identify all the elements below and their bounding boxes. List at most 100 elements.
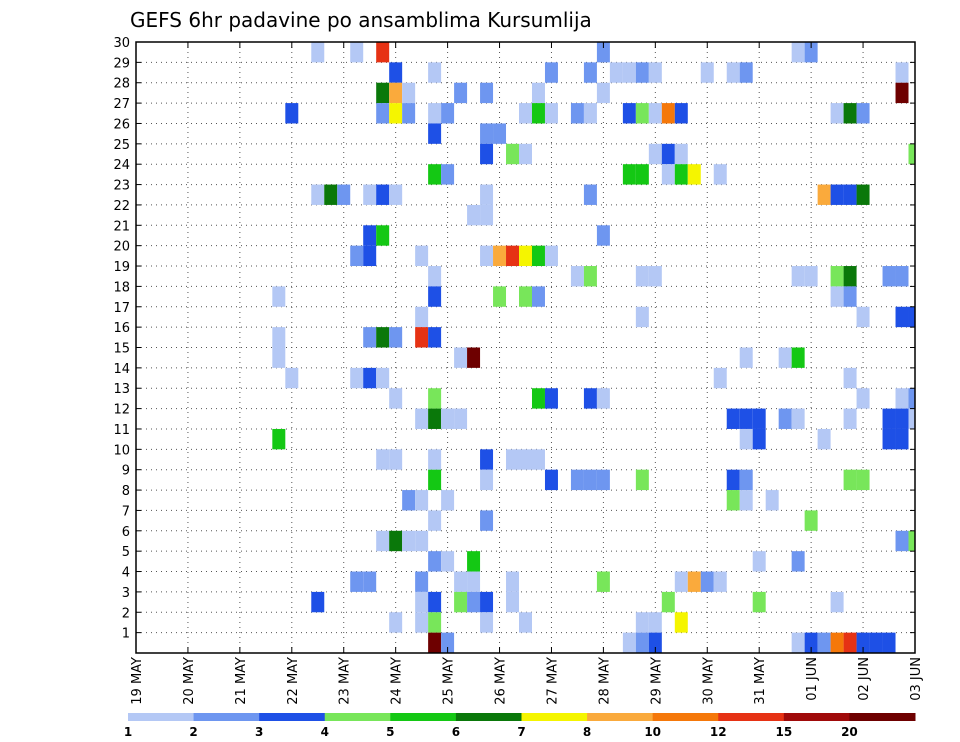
legend-label: 6 bbox=[452, 725, 460, 739]
y-tick-label: 1 bbox=[122, 627, 130, 642]
heat-cell bbox=[583, 62, 597, 83]
legend-swatch bbox=[783, 713, 850, 721]
heat-cell bbox=[596, 388, 610, 409]
heat-cell bbox=[428, 510, 442, 531]
x-tick-label: 28 MAY bbox=[597, 657, 612, 705]
heat-cell bbox=[480, 204, 494, 226]
y-tick-label: 24 bbox=[113, 158, 130, 173]
heat-cell bbox=[895, 82, 909, 104]
legend-swatch bbox=[193, 713, 260, 721]
heat-cell bbox=[402, 490, 416, 511]
heat-cell bbox=[376, 449, 390, 470]
y-tick-label: 25 bbox=[113, 138, 130, 153]
heat-cell bbox=[726, 62, 740, 83]
heat-cell bbox=[454, 347, 468, 368]
x-tick-label: 26 MAY bbox=[494, 657, 509, 705]
heat-cell bbox=[791, 551, 805, 572]
heat-cell bbox=[506, 143, 520, 165]
heat-cell bbox=[285, 103, 299, 124]
y-tick-label: 11 bbox=[113, 423, 130, 438]
heat-cell bbox=[506, 245, 520, 267]
heat-cell bbox=[389, 530, 403, 552]
heat-cell bbox=[570, 103, 584, 124]
heat-cell bbox=[843, 286, 857, 307]
heat-cell bbox=[635, 306, 649, 328]
heat-cell bbox=[428, 103, 442, 124]
x-tick-label: 21 MAY bbox=[234, 657, 249, 705]
legend-label: 3 bbox=[255, 725, 263, 739]
heat-cell bbox=[441, 408, 455, 429]
legend-label: 15 bbox=[775, 725, 792, 739]
heat-cell bbox=[544, 469, 558, 491]
heat-cell bbox=[493, 245, 507, 267]
heat-cell bbox=[428, 632, 442, 653]
heat-cell bbox=[583, 469, 597, 491]
heat-cell bbox=[454, 408, 468, 429]
heat-cell bbox=[648, 103, 662, 124]
heat-cell bbox=[493, 123, 507, 144]
x-tick-label: 31 MAY bbox=[753, 657, 768, 705]
heat-cell bbox=[389, 82, 403, 104]
heat-cell bbox=[648, 266, 662, 287]
heat-cell bbox=[908, 408, 915, 429]
legend-swatch bbox=[259, 713, 326, 721]
heat-cell bbox=[739, 347, 753, 368]
heat-cell bbox=[596, 42, 610, 63]
heat-cell bbox=[428, 612, 442, 633]
heat-cell bbox=[791, 408, 805, 429]
heat-cell bbox=[661, 164, 675, 185]
heat-cell bbox=[882, 266, 896, 287]
heat-cell bbox=[908, 530, 915, 552]
heat-cell bbox=[454, 82, 468, 104]
heat-cell bbox=[739, 408, 753, 429]
heat-cell bbox=[713, 571, 727, 592]
heat-cell bbox=[765, 490, 779, 511]
heat-cell bbox=[713, 367, 727, 389]
heat-cell bbox=[804, 42, 818, 63]
heat-cell bbox=[415, 408, 429, 429]
heat-cell bbox=[428, 62, 442, 83]
heat-cell bbox=[908, 306, 915, 328]
heat-cell bbox=[376, 103, 390, 124]
legend-label: 12 bbox=[710, 725, 727, 739]
heat-cell bbox=[454, 591, 468, 613]
x-tick-label: 25 MAY bbox=[442, 657, 457, 705]
heat-cell bbox=[739, 490, 753, 511]
heat-cell bbox=[480, 591, 494, 613]
heat-cell bbox=[428, 123, 442, 144]
legend-swatch bbox=[390, 713, 457, 721]
heat-cell bbox=[428, 551, 442, 572]
y-tick-label: 29 bbox=[113, 56, 130, 71]
heat-cell bbox=[817, 428, 831, 450]
heat-cell bbox=[752, 408, 766, 429]
heat-cell bbox=[376, 225, 390, 246]
heat-cell bbox=[895, 428, 909, 450]
x-tick-label: 20 MAY bbox=[182, 657, 197, 705]
heat-cell bbox=[674, 103, 688, 124]
heat-cell bbox=[856, 632, 870, 653]
heat-cell bbox=[519, 286, 532, 307]
heat-cell bbox=[337, 184, 351, 205]
x-tick-label: 27 MAY bbox=[545, 657, 560, 705]
x-tick-label: 30 MAY bbox=[701, 657, 716, 705]
heat-cell bbox=[869, 632, 883, 653]
heat-cell bbox=[389, 449, 403, 470]
heat-cell bbox=[596, 82, 610, 104]
heat-cell bbox=[570, 469, 584, 491]
heat-cell bbox=[311, 42, 325, 63]
heat-cell bbox=[830, 591, 844, 613]
heat-cell bbox=[480, 612, 494, 633]
x-tick-label: 02 JUN bbox=[857, 657, 872, 701]
y-tick-label: 21 bbox=[113, 219, 130, 234]
heat-cell bbox=[441, 490, 455, 511]
heat-cell bbox=[415, 591, 429, 613]
heat-cell bbox=[428, 408, 442, 429]
heat-cell bbox=[415, 490, 429, 511]
x-tick-label: 29 MAY bbox=[649, 657, 664, 705]
y-tick-label: 27 bbox=[113, 97, 130, 112]
heat-cell bbox=[389, 388, 403, 409]
heat-cell bbox=[363, 571, 377, 592]
legend-swatch bbox=[718, 713, 785, 721]
legend-label: 1 bbox=[124, 725, 132, 739]
